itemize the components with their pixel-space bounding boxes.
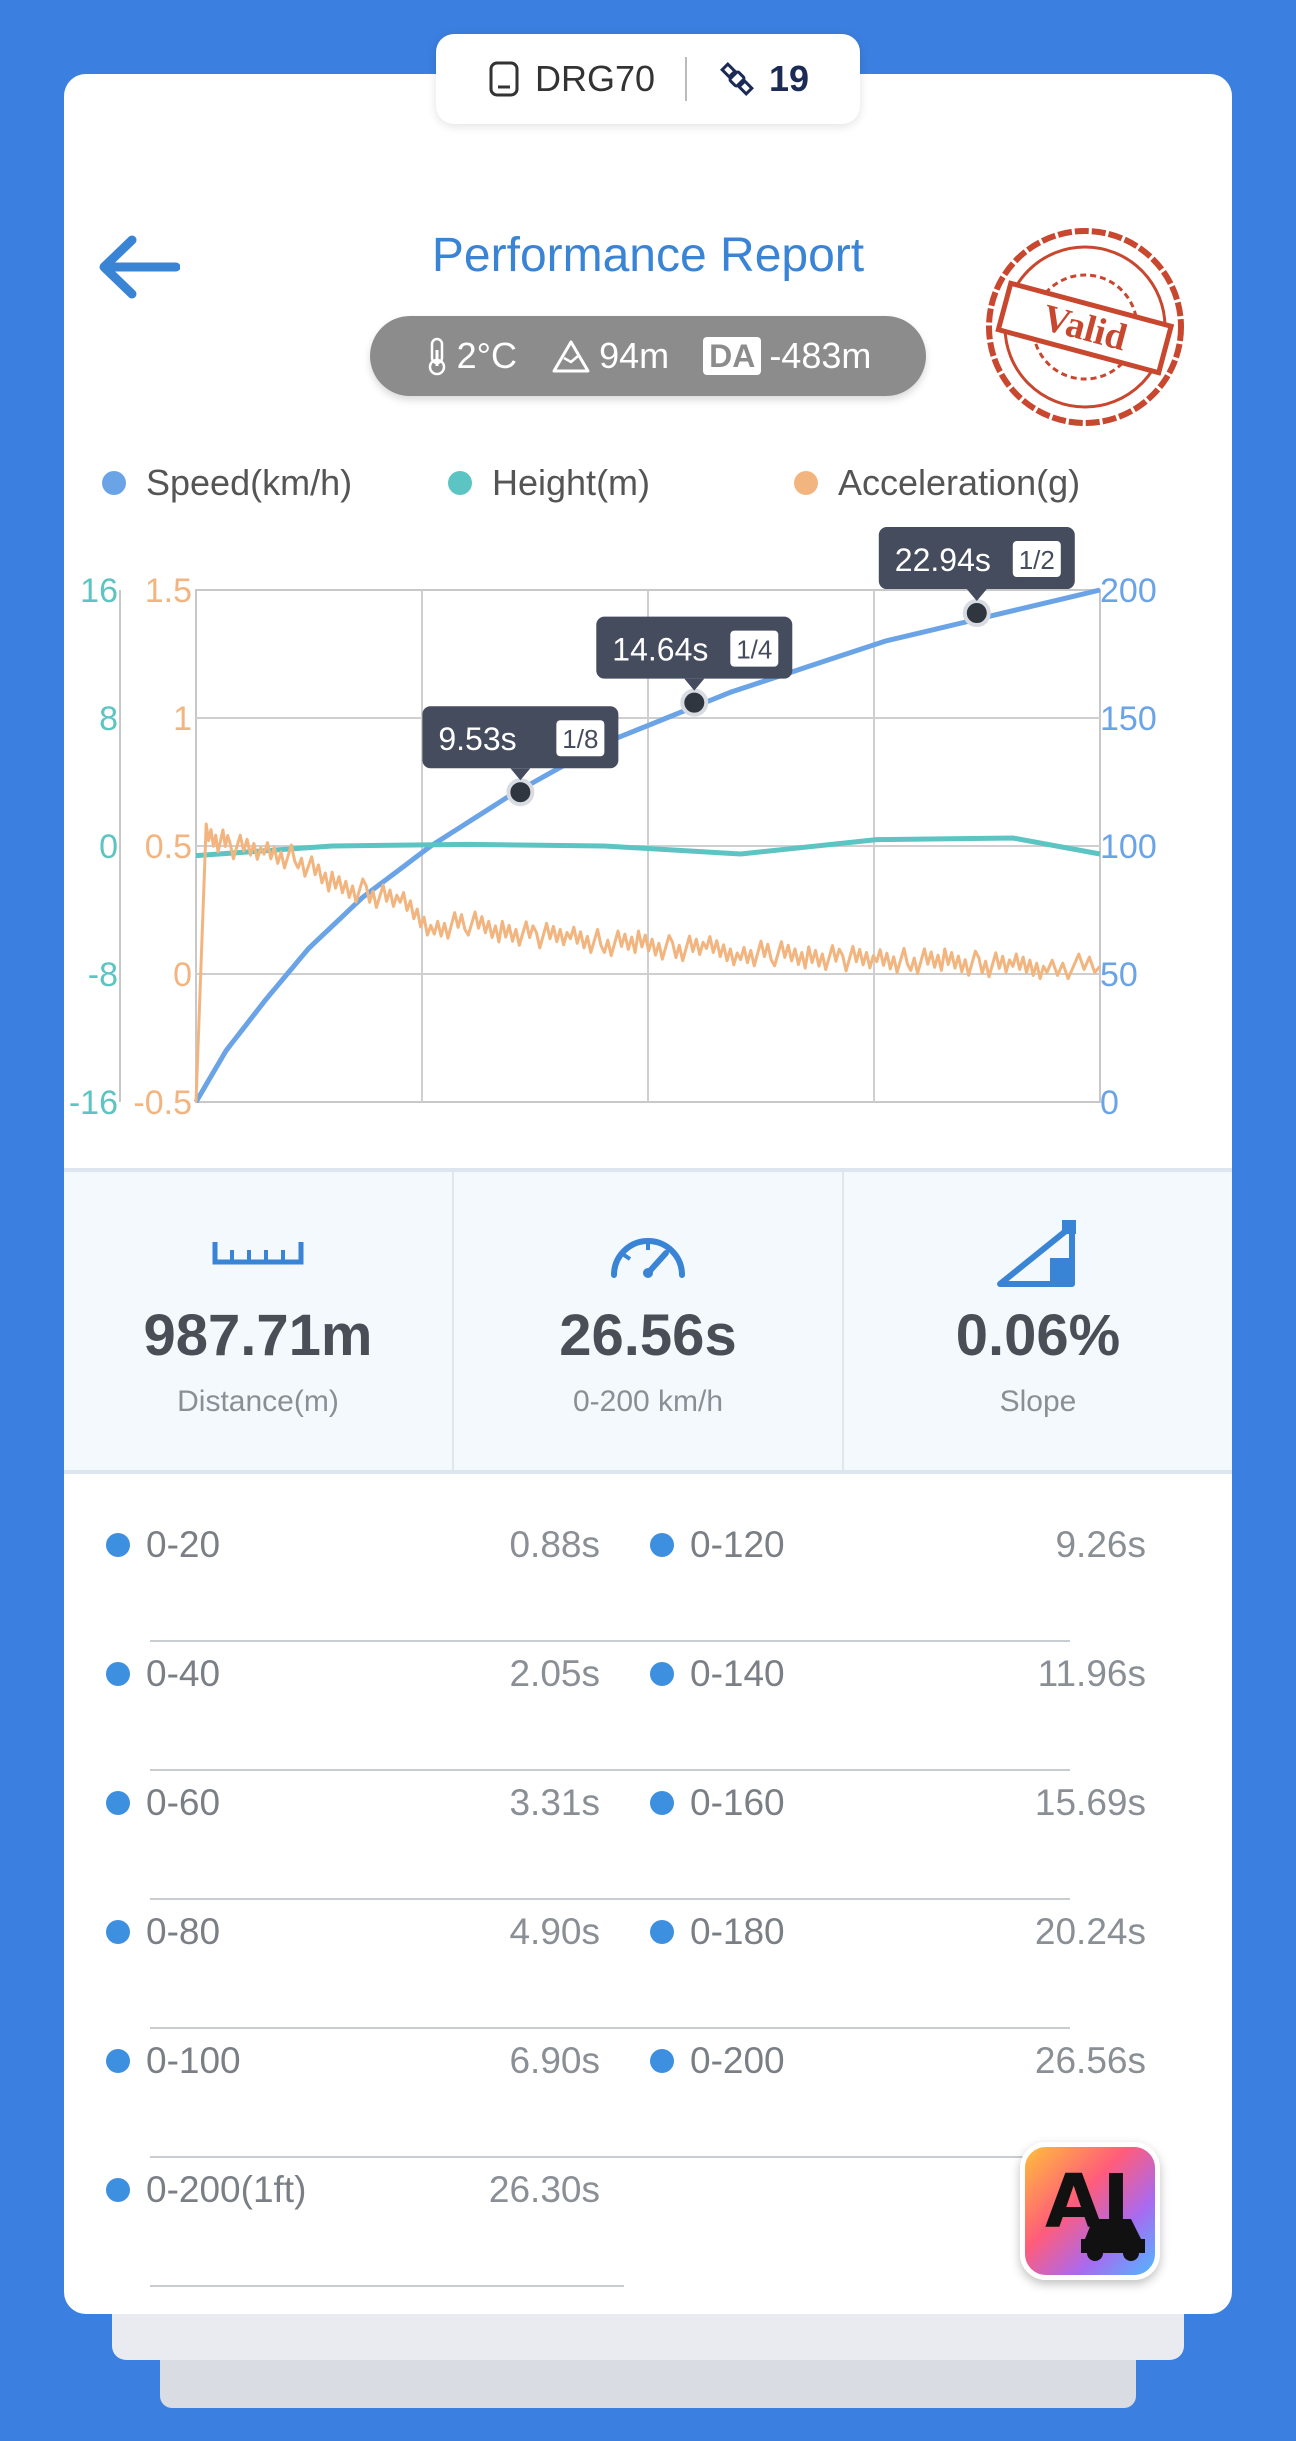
page-title: Performance Report bbox=[431, 229, 865, 282]
split-bullet bbox=[650, 1533, 674, 1557]
split-range: 0-20 bbox=[146, 1524, 221, 1565]
split-range: 0-120 bbox=[690, 1524, 785, 1565]
legend-speed-dot bbox=[102, 471, 126, 495]
split-range: 0-200(1ft) bbox=[146, 2169, 307, 2210]
valid-stamp: Valid bbox=[986, 228, 1184, 426]
split-range: 0-40 bbox=[146, 1653, 221, 1694]
split-range: 0-100 bbox=[146, 2040, 241, 2081]
split-row-divider bbox=[150, 1769, 1070, 1771]
car-icon bbox=[1081, 2219, 1145, 2261]
slope-icon bbox=[997, 1220, 1076, 1287]
split-row-divider bbox=[150, 1898, 1070, 1900]
slope-label: Slope bbox=[999, 1385, 1077, 1418]
split-item: 0-200 26.56s bbox=[650, 2040, 1146, 2082]
legend-acceleration[interactable]: Acceleration(g) bbox=[794, 462, 1080, 504]
split-time: 20.24s bbox=[1034, 1911, 1146, 1952]
device-icon bbox=[489, 61, 519, 97]
speedometer-icon bbox=[611, 1238, 685, 1278]
split-item: 0-40 2.05s bbox=[106, 1653, 600, 1695]
split-bullet bbox=[650, 2049, 674, 2073]
split-row-divider bbox=[150, 2156, 1070, 2158]
split-range: 0-140 bbox=[690, 1653, 785, 1694]
split-time: 3.31s bbox=[509, 1782, 600, 1823]
split-bullet bbox=[106, 1662, 130, 1686]
split-bullet bbox=[106, 2049, 130, 2073]
split-bullet bbox=[106, 2178, 130, 2202]
split-time: 11.96s bbox=[1037, 1653, 1146, 1694]
split-time: 2.05s bbox=[509, 1653, 600, 1694]
device-name: DRG70 bbox=[534, 58, 655, 99]
conditions-pill: 2°C 94m DA -483m bbox=[370, 316, 926, 396]
split-bullet bbox=[106, 1533, 130, 1557]
split-bullet bbox=[650, 1920, 674, 1944]
split-time: 15.69s bbox=[1034, 1782, 1146, 1823]
stat-distance: 987.71m Distance(m) bbox=[64, 1172, 452, 1470]
back-arrow-icon[interactable] bbox=[96, 232, 180, 302]
split-bullet bbox=[106, 1791, 130, 1815]
temperature-item: 2°C bbox=[425, 335, 517, 377]
split-range: 0-60 bbox=[146, 1782, 221, 1823]
legend-height-label: Height(m) bbox=[492, 462, 651, 503]
split-item: 0-120 9.26s bbox=[650, 1524, 1146, 1566]
split-bullet bbox=[650, 1791, 674, 1815]
legend-speed[interactable]: Speed(km/h) bbox=[102, 462, 352, 504]
split-time: 0.88s bbox=[509, 1524, 600, 1565]
legend-acceleration-dot bbox=[794, 471, 818, 495]
split-bullet bbox=[650, 1662, 674, 1686]
da-label: DA bbox=[703, 337, 762, 375]
split-time: 6.90s bbox=[509, 2040, 600, 2081]
thermometer-icon bbox=[428, 337, 445, 376]
split-item: 0-20 0.88s bbox=[106, 1524, 600, 1566]
ai-assistant-button[interactable]: AI bbox=[1020, 2142, 1160, 2280]
summary-stats: 987.71m Distance(m) 26.56s 0-200 km/h 0.… bbox=[64, 1168, 1232, 1474]
split-bullet bbox=[106, 1920, 130, 1944]
distance-label: Distance(m) bbox=[177, 1385, 339, 1418]
time-label: 0-200 km/h bbox=[572, 1385, 724, 1418]
split-time: 9.26s bbox=[1055, 1524, 1146, 1565]
split-range: 0-180 bbox=[690, 1911, 785, 1952]
ruler-icon bbox=[212, 1242, 304, 1265]
split-item: 0-100 6.90s bbox=[106, 2040, 600, 2082]
pill-divider bbox=[685, 57, 687, 101]
mountain-icon bbox=[552, 340, 590, 373]
time-value: 26.56s bbox=[559, 1303, 737, 1368]
density-altitude-value: -483m bbox=[769, 335, 872, 376]
legend-height-dot bbox=[448, 471, 472, 495]
split-item: 0-140 11.96s bbox=[650, 1653, 1146, 1695]
device-status-pill[interactable]: DRG70 19 bbox=[436, 34, 860, 124]
altitude-item: 94m bbox=[551, 335, 669, 377]
split-range: 0-80 bbox=[146, 1911, 221, 1952]
stat-slope: 0.06% Slope bbox=[842, 1172, 1232, 1470]
split-item: 0-180 20.24s bbox=[650, 1911, 1146, 1953]
satellite-indicator: 19 bbox=[717, 58, 809, 100]
legend-acceleration-label: Acceleration(g) bbox=[838, 462, 1081, 503]
split-row-divider bbox=[150, 1640, 1070, 1642]
slope-value: 0.06% bbox=[955, 1303, 1121, 1368]
split-time: 26.56s bbox=[1034, 2040, 1146, 2081]
split-time: 26.30s bbox=[488, 2169, 600, 2210]
temperature-value: 2°C bbox=[456, 335, 518, 376]
satellite-count: 19 bbox=[769, 58, 810, 99]
split-item: 0-60 3.31s bbox=[106, 1782, 600, 1824]
stat-acceleration-time: 26.56s 0-200 km/h bbox=[452, 1172, 842, 1470]
split-row-divider bbox=[150, 2027, 1070, 2029]
split-range: 0-160 bbox=[690, 1782, 785, 1823]
split-range: 0-200 bbox=[690, 2040, 785, 2081]
altitude-value: 94m bbox=[599, 335, 670, 376]
distance-value: 987.71m bbox=[143, 1303, 373, 1368]
legend-speed-label: Speed(km/h) bbox=[146, 462, 353, 503]
split-row-divider bbox=[150, 2285, 624, 2287]
density-altitude-item: DA -483m bbox=[703, 335, 871, 377]
chart-legend: Speed(km/h) Height(m) Acceleration(g) bbox=[0, 462, 1296, 512]
split-time: 4.90s bbox=[509, 1911, 600, 1952]
split-item: 0-200(1ft) 26.30s bbox=[106, 2169, 600, 2211]
device-indicator: DRG70 bbox=[487, 58, 655, 100]
split-item: 0-160 15.69s bbox=[650, 1782, 1146, 1824]
split-item: 0-80 4.90s bbox=[106, 1911, 600, 1953]
satellite-icon bbox=[720, 62, 754, 96]
legend-height[interactable]: Height(m) bbox=[448, 462, 650, 504]
